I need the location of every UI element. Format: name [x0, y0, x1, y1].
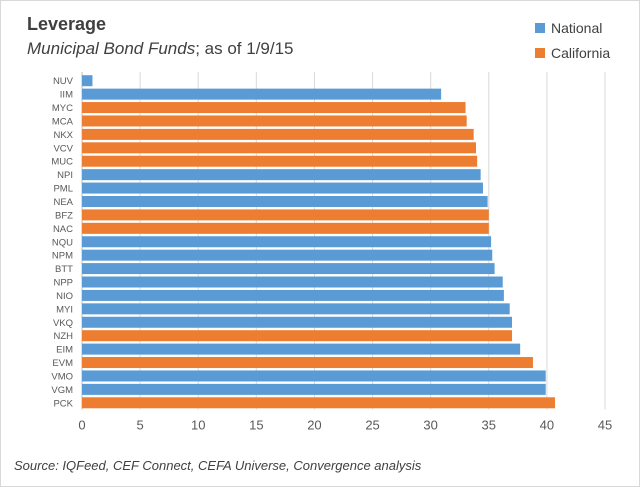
bar-nzh: [82, 330, 513, 342]
x-tick-label: 0: [78, 418, 85, 433]
category-label-evm: EVM: [52, 358, 73, 369]
bar-eim: [82, 343, 521, 355]
legend-label-california: California: [551, 44, 611, 61]
category-label-pml: PML: [53, 184, 73, 195]
bar-pml: [82, 182, 483, 194]
bar-pck: [82, 397, 556, 409]
x-tick-label: 25: [365, 418, 379, 433]
legend: National California: [535, 15, 610, 65]
chart-subtitle: Municipal Bond Funds; as of 1/9/15: [27, 39, 294, 59]
category-label-npi: NPI: [57, 170, 73, 181]
bar-nio: [82, 289, 504, 301]
chart-title: Leverage: [27, 14, 107, 34]
x-tick-label: 40: [540, 418, 554, 433]
bar-npi: [82, 169, 481, 181]
x-tick-label: 5: [136, 418, 143, 433]
bar-nqu: [82, 236, 492, 248]
subtitle-date: ; as of 1/9/15: [195, 39, 294, 58]
category-label-vgm: VGM: [51, 385, 73, 396]
bar-nac: [82, 222, 489, 234]
x-tick-label: 15: [249, 418, 263, 433]
category-label-pck: PCK: [53, 398, 73, 409]
category-labels: NUV IIM MYC MCA NKX VCV MUC NPI PML NEA BFZ NAC NQU N…: [51, 76, 73, 409]
bar-evm: [82, 357, 533, 369]
bars: [82, 75, 556, 409]
x-tick-label: 20: [307, 418, 321, 433]
bar-vkq: [82, 316, 513, 328]
category-label-btt: BTT: [55, 264, 73, 275]
bar-mca: [82, 115, 467, 127]
category-label-npm: NPM: [52, 251, 73, 262]
bar-npp: [82, 276, 503, 288]
bar-npm: [82, 249, 493, 261]
category-label-eim: EIM: [56, 345, 73, 356]
category-label-nqu: NQU: [52, 237, 73, 248]
category-label-nkx: NKX: [53, 130, 73, 141]
category-label-iim: IIM: [60, 90, 73, 101]
bar-bfz: [82, 209, 489, 221]
category-label-vcv: VCV: [53, 143, 73, 154]
legend-swatch-california: [535, 47, 545, 58]
subtitle-italic: Municipal Bond Funds: [27, 39, 196, 58]
bar-btt: [82, 263, 495, 275]
category-label-mca: MCA: [52, 116, 74, 127]
x-tick-label: 45: [598, 418, 612, 433]
bar-nkx: [82, 128, 474, 140]
category-label-bfz: BFZ: [55, 210, 73, 221]
category-label-nuv: NUV: [53, 76, 74, 87]
bar-myc: [82, 102, 466, 114]
category-label-nzh: NZH: [53, 331, 73, 342]
category-label-nea: NEA: [53, 197, 73, 208]
x-tick-label: 35: [482, 418, 496, 433]
x-axis-tick-labels: 0 5 10 15 20 25 30 35 40 45: [78, 418, 612, 433]
category-label-npp: NPP: [53, 278, 73, 289]
bar-vcv: [82, 142, 476, 154]
x-tick-label: 30: [423, 418, 437, 433]
category-label-myi: MYI: [56, 304, 73, 315]
x-tick-label: 10: [191, 418, 205, 433]
bar-nuv: [82, 75, 93, 87]
legend-item-california: California: [535, 40, 610, 65]
category-label-vkq: VKQ: [53, 318, 73, 329]
bar-myi: [82, 303, 510, 315]
category-label-muc: MUC: [51, 157, 73, 168]
bar-muc: [82, 155, 478, 167]
category-label-nio: NIO: [56, 291, 73, 302]
bar-nea: [82, 195, 488, 207]
legend-swatch-national: [535, 22, 545, 33]
category-label-nac: NAC: [53, 224, 73, 235]
category-label-myc: MYC: [52, 103, 73, 114]
legend-item-national: National: [535, 15, 610, 40]
source-note: Source: IQFeed, CEF Connect, CEFA Univer…: [14, 458, 422, 473]
bar-vmo: [82, 370, 546, 382]
category-label-vmo: VMO: [51, 371, 73, 382]
legend-label-national: National: [551, 19, 603, 36]
bar-iim: [82, 88, 442, 100]
bar-vgm: [82, 383, 546, 395]
